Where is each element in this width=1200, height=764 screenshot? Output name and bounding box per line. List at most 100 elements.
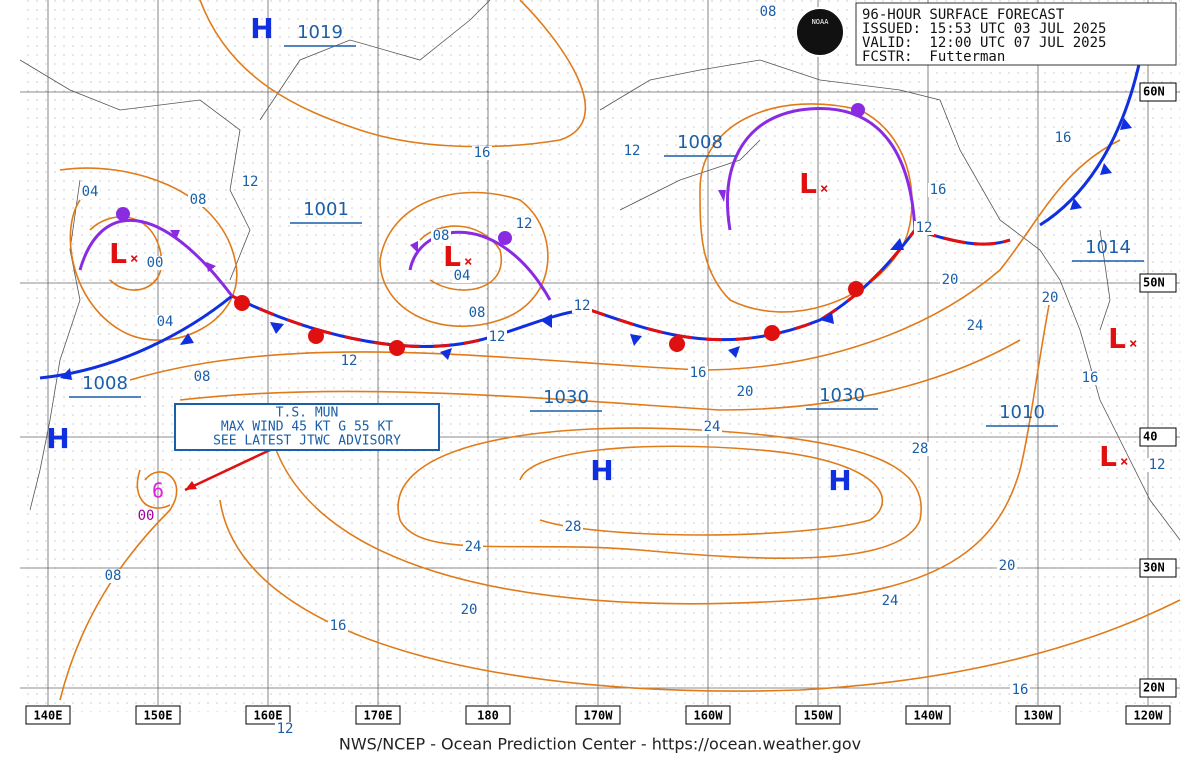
header-box: NOAA 96-HOUR SURFACE FORECAST ISSUED: 15…: [795, 2, 1177, 66]
logo-text: NOAA: [812, 18, 830, 26]
lat-label-box: [1139, 427, 1177, 447]
lon-label: 130W: [1024, 709, 1054, 723]
coastlines: [19, 0, 1181, 541]
isobar-label: 12: [1149, 457, 1166, 473]
isobar-label-bg: [965, 319, 985, 333]
isobar-label: 08: [760, 4, 777, 20]
storm-text: SEE LATEST JTWC ADVISORY: [213, 434, 401, 449]
lon-label: 170E: [364, 709, 393, 723]
isobar-label: 08: [194, 369, 211, 385]
lat-label-box: [1139, 273, 1177, 293]
isobar-label-bg: [1010, 683, 1030, 697]
isobar-label: 08: [190, 192, 207, 208]
isobar-label: 04: [82, 184, 99, 200]
low-center: L: [109, 237, 127, 270]
lon-label: 170W: [584, 709, 614, 723]
isobar-label-bg: [459, 603, 479, 617]
isobar-label-bg: [275, 722, 295, 736]
pressure-label: 1008: [82, 373, 128, 394]
lon-label: 140W: [914, 709, 944, 723]
isobar-label: 24: [704, 419, 721, 435]
isobar-label-bg: [431, 229, 451, 243]
low-mark: ×: [1120, 454, 1128, 470]
lon-label: 180: [477, 709, 499, 723]
isobar-label-bg: [572, 299, 592, 313]
isobar-label-bg: [928, 183, 948, 197]
high-center: H: [250, 12, 273, 45]
isobar-label-bg: [702, 420, 722, 434]
low-mark: ×: [464, 254, 472, 270]
isobar-label-bg: [155, 315, 175, 329]
isobar-label: 12: [574, 298, 591, 314]
isobar-label: 20: [461, 602, 478, 618]
isobar-label-bg: [880, 594, 900, 608]
low-mark: ×: [1129, 336, 1137, 352]
isobar-label-bg: [452, 269, 472, 283]
isobar-label: 20: [1042, 290, 1059, 306]
low-center: L: [443, 240, 461, 273]
isobar-label-bg: [1040, 291, 1060, 305]
isobar-label-bg: [563, 520, 583, 534]
isobar-label: 12: [624, 143, 641, 159]
storm-box: T.S. MUN MAX WIND 45 KT G 55 KT SEE LATE…: [174, 403, 440, 451]
isobar-label-bg: [192, 370, 212, 384]
pressure-label: 1010: [999, 402, 1045, 423]
isobar-label-bg: [188, 193, 208, 207]
lon-label: 150W: [804, 709, 834, 723]
isobar-label: 12: [341, 353, 358, 369]
isobar-label-bg: [997, 559, 1017, 573]
header-line: FCSTR: Futterman: [862, 49, 1005, 65]
isobar-label: 28: [912, 441, 929, 457]
lon-label: 160W: [694, 709, 724, 723]
isobar-label: 20: [942, 272, 959, 288]
pressure-label: 1014: [1085, 237, 1131, 258]
isobar-label: 28: [565, 519, 582, 535]
isobar-label: 16: [1082, 370, 1099, 386]
header-line: ISSUED: 15:53 UTC 03 JUL 2025: [862, 21, 1106, 37]
isobar-label: 20: [999, 558, 1016, 574]
lon-label-box: [575, 705, 621, 725]
isobar-label: 08: [469, 305, 486, 321]
isobar-label: 16: [474, 145, 491, 161]
low-center: L: [799, 167, 817, 200]
isobars: [59, 0, 1181, 701]
isobar-label: 12: [916, 220, 933, 236]
pressure-label: 1030: [543, 387, 589, 408]
isobar-label-bg: [145, 256, 165, 270]
lat-label-box: [1139, 82, 1177, 102]
lat-label: 30N: [1143, 561, 1165, 575]
lon-label: 140E: [34, 709, 63, 723]
isobar-label: 24: [882, 593, 899, 609]
low-center: L: [1108, 322, 1126, 355]
lon-label-box: [465, 705, 511, 725]
lat-label-box: [1139, 558, 1177, 578]
isobar-label: 12: [516, 216, 533, 232]
isobar-label: 16: [1012, 682, 1029, 698]
lon-label-box: [1125, 705, 1171, 725]
high-center: H: [46, 422, 69, 455]
lat-label: 20N: [1143, 681, 1165, 695]
isobar-label: 12: [242, 174, 259, 190]
isobar-label-bg: [914, 221, 934, 235]
header-line: VALID: 12:00 UTC 07 JUL 2025: [862, 35, 1106, 51]
isobar-label-bg: [487, 330, 507, 344]
footer-text: NWS/NCEP - Ocean Prediction Center - htt…: [339, 735, 861, 754]
isobar-label: 04: [157, 314, 174, 330]
isobar-label-bg: [103, 569, 123, 583]
isobar-label-bg: [758, 5, 778, 19]
isobar-label-bg: [514, 217, 534, 231]
storm-symbol: 6: [152, 448, 271, 503]
isobar-label-bg: [910, 442, 930, 456]
low-center: L: [1099, 440, 1117, 473]
isobar-label-bg: [339, 354, 359, 368]
lat-label-box: [1139, 678, 1177, 698]
storm-text: MAX WIND 45 KT G 55 KT: [221, 420, 393, 435]
isobar-label-bg: [80, 185, 100, 199]
isobar-label: 04: [454, 268, 471, 284]
isobar-label-bg: [463, 540, 483, 554]
lat-label: 60N: [1143, 85, 1165, 99]
lon-label-box: [355, 705, 401, 725]
isobar-label: 16: [690, 365, 707, 381]
isobar-label-bg: [940, 273, 960, 287]
map-background: [20, 0, 1180, 712]
